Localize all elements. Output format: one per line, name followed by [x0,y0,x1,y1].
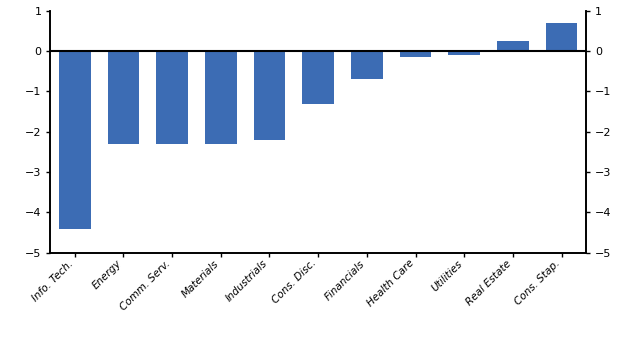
Bar [108,51,139,144]
Bar [449,51,480,55]
Bar [59,51,91,229]
Bar [399,51,432,57]
Bar [497,41,529,51]
Bar [546,23,577,51]
Bar [205,51,237,144]
Bar [254,51,285,140]
Bar [302,51,334,104]
Bar [156,51,188,144]
Bar [351,51,382,79]
